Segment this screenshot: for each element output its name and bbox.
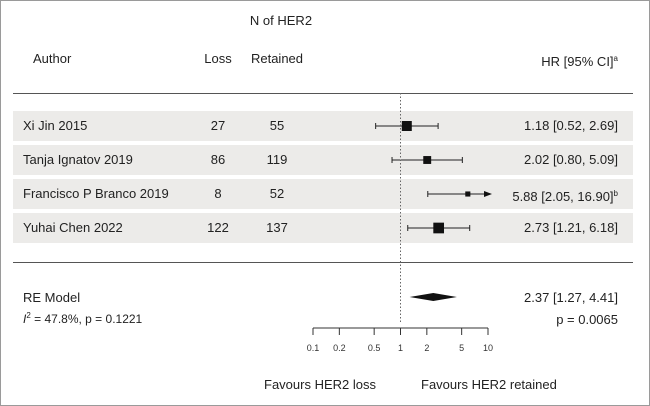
study-retained-count: 137: [266, 220, 288, 235]
study-row-band: [13, 111, 633, 141]
study-hr-text: 2.73 [1.21, 6.18]: [441, 220, 618, 235]
study-loss-count: 27: [210, 118, 226, 133]
x-axis-tick-label: 0.5: [368, 343, 381, 353]
ci-truncation-arrow: [484, 191, 492, 197]
study-author: Xi Jin 2015: [23, 118, 88, 133]
study-loss-count: 8: [214, 186, 222, 201]
heterogeneity-stat: I2 = 47.8%, p = 0.1221: [23, 311, 143, 326]
favours-loss-label: Favours HER2 loss: [264, 377, 376, 392]
study-point-estimate: [423, 156, 432, 164]
x-axis-tick-label: 0.2: [333, 343, 346, 353]
study-row-band: [13, 213, 633, 243]
study-retained-count: 119: [266, 152, 288, 167]
summary-label: RE Model: [23, 290, 81, 305]
x-axis-tick-label: 0.1: [307, 343, 320, 353]
study-row-band: [13, 145, 633, 175]
x-axis-tick-label: 1: [398, 343, 403, 353]
study-hr-value: 1.18 [0.52, 2.69]: [524, 118, 618, 133]
study-hr-text: 5.88 [2.05, 16.90]b: [441, 186, 618, 204]
favours-retained-label: Favours HER2 retained: [421, 377, 557, 392]
study-hr-footnote: b: [613, 189, 618, 198]
summary-hr-text: 2.37 [1.27, 4.41]: [524, 290, 618, 305]
header-divider: [13, 93, 633, 94]
x-axis-tick-label: 5: [459, 343, 464, 353]
study-retained-count: 55: [269, 118, 285, 133]
hr-column-header: HR [95% CI]a: [541, 54, 618, 69]
summary-p-value: p = 0.0065: [556, 312, 618, 327]
x-axis-tick-label: 10: [483, 343, 493, 353]
study-hr-text: 1.18 [0.52, 2.69]: [441, 118, 618, 133]
loss-column-header: Loss: [204, 51, 232, 66]
retained-column-header: Retained: [250, 51, 304, 66]
study-row-band: [13, 179, 633, 209]
study-hr-text: 2.02 [0.80, 5.09]: [441, 152, 618, 167]
study-author: Tanja Ignatov 2019: [23, 152, 133, 167]
study-hr-value: 2.02 [0.80, 5.09]: [524, 152, 618, 167]
study-author: Yuhai Chen 2022: [23, 220, 123, 235]
author-column-header: Author: [33, 51, 72, 66]
study-loss-count: 86: [210, 152, 226, 167]
study-loss-count: 122: [207, 220, 229, 235]
study-point-estimate: [401, 121, 412, 131]
study-hr-value: 2.73 [1.21, 6.18]: [524, 220, 618, 235]
summary-diamond: [409, 293, 457, 301]
study-point-estimate: [433, 222, 445, 234]
study-hr-value: 5.88 [2.05, 16.90]: [512, 189, 614, 204]
study-point-estimate: [465, 191, 471, 197]
study-retained-count: 52: [269, 186, 285, 201]
n-group-header: N of HER2: [249, 13, 313, 28]
study-author: Francisco P Branco 2019: [23, 186, 169, 201]
x-axis-tick-label: 2: [424, 343, 429, 353]
summary-divider: [13, 262, 633, 263]
